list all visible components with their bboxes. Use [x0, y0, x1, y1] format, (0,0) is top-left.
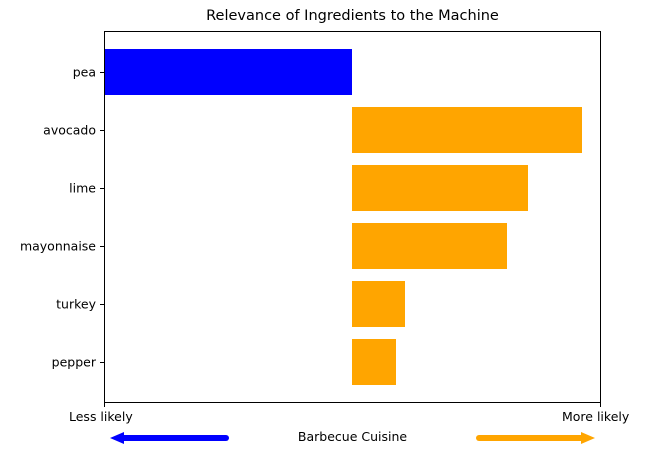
- bars-group: [104, 49, 582, 385]
- bar-lime: [352, 165, 528, 211]
- right-arrow-head: [581, 432, 595, 444]
- y-tick-label-turkey: turkey: [56, 297, 96, 312]
- bar-turkey: [352, 281, 405, 327]
- bar-mayonnaise: [352, 223, 507, 269]
- plot-frame: [104, 31, 601, 403]
- y-tick-label-avocado: avocado: [43, 123, 96, 138]
- bar-avocado: [352, 107, 582, 153]
- left-arrow-head: [110, 432, 124, 444]
- x-axis-label: Barbecue Cuisine: [297, 429, 408, 444]
- x-right-label: More likely: [562, 409, 630, 424]
- chart-title: Relevance of Ingredients to the Machine: [206, 8, 499, 24]
- bar-pepper: [352, 339, 396, 385]
- bar-pea: [104, 49, 352, 95]
- x-left-label: Less likely: [69, 409, 133, 424]
- y-tick-label-pepper: pepper: [52, 355, 97, 370]
- y-tick-label-mayonnaise: mayonnaise: [20, 239, 96, 254]
- y-tick-label-pea: pea: [73, 65, 96, 80]
- y-ticks-group: pea avocado lime mayonnaise turkey pepper: [20, 65, 105, 370]
- y-tick-label-lime: lime: [69, 181, 96, 196]
